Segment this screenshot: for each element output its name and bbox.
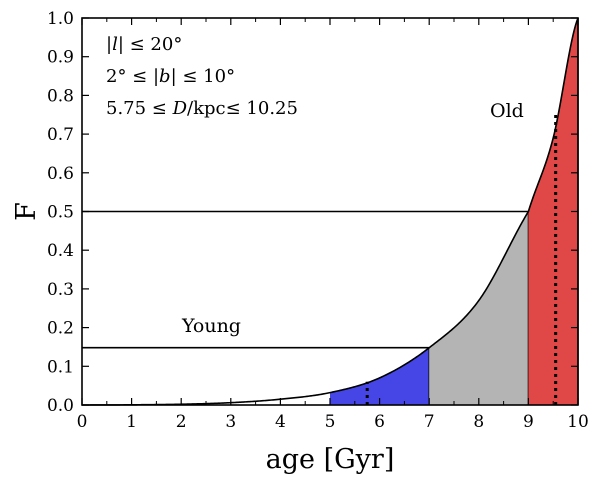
threshold-lines xyxy=(82,210,529,349)
x-tick-label: 0 xyxy=(77,412,88,432)
x-tick-label: 9 xyxy=(523,412,534,432)
annotation-latitude-range: 2° ≤ |b| ≤ 10° xyxy=(106,66,235,87)
annotation-distance-range: 5.75 ≤ D/kpc≤ 10.25 xyxy=(106,98,298,119)
old-region xyxy=(528,18,578,405)
y-tick-label: 1.0 xyxy=(47,9,74,29)
x-tick-label: 1 xyxy=(126,412,137,432)
y-axis-title: F xyxy=(11,202,42,221)
x-tick-label: 5 xyxy=(325,412,336,432)
x-tick-label: 10 xyxy=(567,412,589,432)
x-axis-title: age [Gyr] xyxy=(266,444,395,475)
y-tick-label: 0.4 xyxy=(47,241,74,261)
young-region xyxy=(330,347,430,405)
x-tick-label: 2 xyxy=(176,412,187,432)
y-tick-label: 0.0 xyxy=(47,396,74,416)
y-tick-label: 0.7 xyxy=(47,125,74,145)
y-tick-label: 0.6 xyxy=(47,164,74,184)
old-region-label: Old xyxy=(490,100,524,122)
x-tick-label: 7 xyxy=(424,412,435,432)
annotation-latitude-longitude: |l| ≤ 20° xyxy=(106,34,182,55)
axis-ticks: 0 1 2 3 4 5 6 7 8 9 10 0.0 0.1 0.2 0.3 0.4 0.5 0.6 0.7 0.8 0… xyxy=(47,9,589,432)
x-tick-label: 6 xyxy=(374,412,385,432)
y-tick-label: 0.2 xyxy=(47,319,74,339)
intermediate-region xyxy=(429,211,529,405)
x-tick-label: 4 xyxy=(275,412,286,432)
y-tick-label: 0.9 xyxy=(47,48,74,68)
y-tick-label: 0.1 xyxy=(47,357,74,377)
young-region-label: Young xyxy=(181,315,241,337)
y-tick-label: 0.5 xyxy=(47,203,74,223)
y-tick-label: 0.8 xyxy=(47,86,74,106)
x-tick-label: 3 xyxy=(225,412,236,432)
y-tick-label: 0.3 xyxy=(47,280,74,300)
x-tick-label: 8 xyxy=(473,412,484,432)
